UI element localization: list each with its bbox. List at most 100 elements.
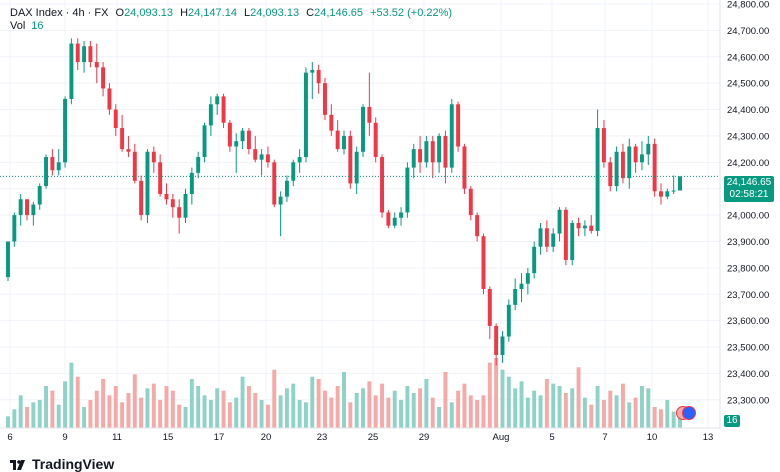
volume-bar — [595, 386, 600, 428]
blue-marker-icon[interactable] — [682, 406, 696, 420]
volume-bar — [31, 402, 36, 428]
change-value: +53.52 (+0.22%) — [370, 7, 453, 19]
candle-body — [500, 336, 505, 355]
volume-bar — [56, 404, 61, 428]
y-tick-label: 24,200.00 — [727, 158, 769, 169]
last-price-value: 24,146.65 — [726, 177, 772, 188]
candle-body — [297, 157, 302, 163]
volume-bar — [82, 407, 87, 428]
candle-body — [44, 157, 49, 187]
candle-body — [551, 233, 556, 247]
volume-bar — [37, 400, 42, 428]
volume-bar — [367, 381, 372, 428]
volume-bar — [532, 390, 537, 428]
candle-body — [94, 62, 99, 68]
candle-body — [665, 191, 670, 197]
volume-bar — [506, 376, 511, 428]
volume-bar — [519, 381, 524, 428]
volume-bar — [601, 400, 606, 428]
volume-bar — [113, 386, 118, 428]
open-label: O — [115, 7, 125, 19]
candle-body — [367, 106, 372, 123]
volume-bar — [107, 395, 112, 428]
candle-body — [170, 199, 175, 208]
candle-body — [164, 193, 169, 200]
bar-countdown: 02:58:21 — [729, 189, 769, 200]
candle-body — [316, 69, 321, 84]
volume-bar — [449, 402, 454, 428]
x-tick-label: 7 — [602, 432, 607, 443]
x-tick-label: 29 — [419, 432, 430, 443]
candles — [6, 38, 682, 366]
volume-bar — [589, 404, 594, 428]
candle-body — [177, 207, 182, 218]
candle-body — [354, 151, 359, 184]
volume-bar — [145, 388, 150, 428]
candle-body — [437, 135, 442, 163]
candle-body — [120, 128, 125, 150]
x-tick-label: Aug — [493, 432, 510, 443]
volume-bar — [63, 381, 68, 428]
high-value: 24,147.14 — [188, 7, 237, 19]
volume-bar — [354, 393, 359, 428]
volume-bar — [202, 395, 207, 428]
candle-body — [443, 135, 448, 168]
candle-body — [291, 162, 296, 181]
candle-body — [259, 154, 264, 160]
candle-body — [563, 209, 568, 260]
candle-body — [132, 151, 137, 181]
candle-body — [456, 104, 461, 147]
volume-label[interactable]: Vol — [10, 20, 26, 32]
volume-bar — [88, 400, 93, 428]
volume-bar — [234, 397, 239, 428]
volume-bar — [189, 379, 194, 428]
candle-body — [462, 146, 467, 189]
volume-bar — [25, 407, 29, 428]
volume-bar — [272, 369, 277, 428]
y-tick-label: 24,300.00 — [727, 131, 769, 142]
x-tick-label: 25 — [368, 432, 379, 443]
volume-bar — [538, 395, 543, 428]
candle-body — [303, 72, 308, 158]
volume-bar — [608, 390, 613, 428]
symbol-title[interactable]: DAX Index · 4h · FX — [10, 7, 109, 19]
candle-body — [386, 212, 391, 226]
volume-bar — [208, 400, 213, 428]
y-tick-label: 24,500.00 — [727, 79, 769, 90]
last-price-tag: 24,146.65 02:58:21 — [724, 176, 774, 202]
candle-body — [646, 143, 651, 155]
candle-body — [139, 180, 144, 216]
volume-bar — [563, 393, 568, 428]
volume-bar — [456, 390, 461, 428]
candle-body — [208, 104, 213, 126]
volume-bar — [551, 383, 556, 428]
volume-bar — [94, 390, 99, 428]
candle-body — [487, 288, 492, 326]
volume-bar — [646, 388, 651, 428]
volume-bar — [639, 386, 644, 428]
price-axis[interactable]: 24,800.00 24,700.00 24,600.00 24,500.00 24,4… — [727, 0, 769, 406]
candle-body — [392, 217, 397, 226]
volume-bar — [671, 411, 676, 428]
volume-bar — [246, 386, 251, 428]
candle-body — [82, 46, 87, 63]
volume-bar — [278, 395, 283, 428]
volume-bar — [44, 386, 49, 428]
tradingview-logo[interactable]: TradingView — [10, 456, 114, 472]
candle-body — [525, 273, 530, 284]
volume-bar — [494, 358, 499, 428]
volume-bar — [633, 397, 638, 428]
volume-bar — [614, 395, 619, 428]
volume-bar — [6, 416, 10, 428]
candle-body — [538, 228, 543, 247]
time-axis[interactable]: 6 9 11 15 17 20 23 25 29 Aug 5 7 10 13 — [7, 432, 713, 443]
candle-body — [589, 225, 594, 231]
candle-body — [335, 130, 340, 150]
volume-bar — [418, 388, 423, 428]
candle-body — [253, 149, 258, 160]
volume-bars — [6, 358, 682, 428]
candle-body — [151, 151, 156, 163]
volume-bar — [323, 390, 327, 428]
volume-bar — [544, 379, 549, 428]
